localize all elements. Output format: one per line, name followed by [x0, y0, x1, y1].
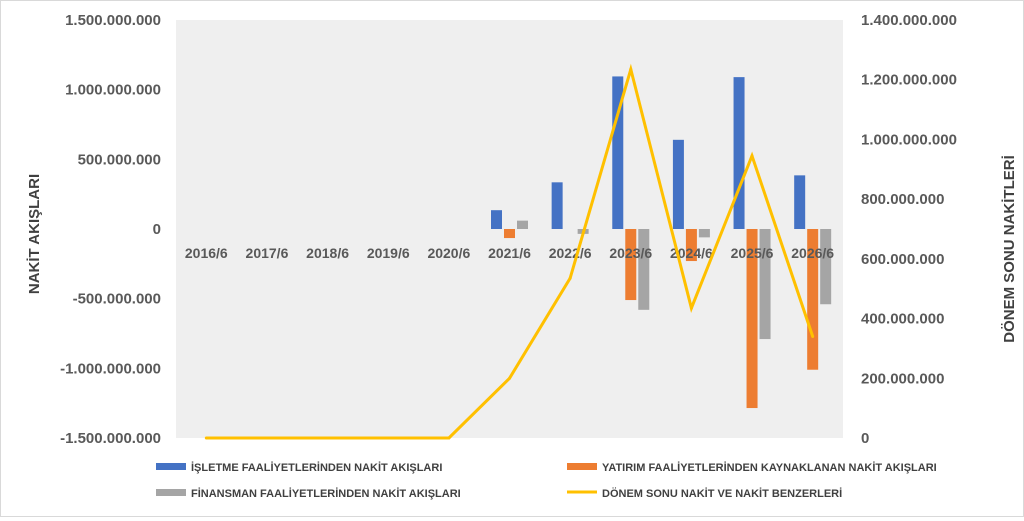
bar — [672, 139, 684, 229]
bar — [517, 220, 528, 229]
category-label: 2021/6 — [488, 245, 531, 261]
category-labels: 2016/6 2017/6 2018/6 2019/6 2020/6 2021/6 2022… — [185, 245, 834, 261]
bar — [551, 182, 563, 229]
left-tick-label: -1.000.000.000 — [60, 360, 161, 377]
legend-swatch-isletme — [156, 463, 186, 470]
left-axis-ticks: 1.500.000.000 1.000.000.000 500.000.000 0 -5… — [60, 12, 161, 447]
bar — [820, 229, 832, 305]
category-label: 2023/6 — [609, 245, 652, 261]
category-label: 2022/6 — [549, 245, 592, 261]
right-tick-label: 800.000.000 — [861, 191, 944, 208]
line-series — [204, 63, 815, 440]
left-tick-label: -1.500.000.000 — [60, 430, 161, 447]
left-tick-label: -500.000.000 — [73, 291, 161, 308]
right-tick-label: 1.200.000.000 — [861, 72, 957, 89]
legend-label-finansman: FİNANSMAN FAALİYETLERİNDEN NAKİT AKIŞLAR… — [191, 487, 461, 500]
bar — [685, 229, 697, 262]
category-label: 2020/6 — [427, 245, 470, 261]
category-label: 2026/6 — [791, 245, 834, 261]
line-point — [750, 154, 754, 158]
legend-swatch-finansman — [156, 489, 186, 496]
bar — [698, 229, 710, 238]
line-point — [386, 436, 390, 440]
line-point — [568, 276, 572, 280]
category-label: 2019/6 — [367, 245, 410, 261]
bar — [794, 175, 806, 229]
right-axis-ticks: 1.400.000.000 1.200.000.000 1.000.000.000 8… — [861, 12, 957, 447]
right-tick-label: 400.000.000 — [861, 311, 944, 328]
bar — [759, 229, 771, 340]
legend-label-yatirim: YATIRIM FAALİYETLERİNDEN KAYNAKLANAN NAK… — [602, 461, 937, 474]
left-tick-label: 500.000.000 — [78, 151, 161, 168]
bar — [746, 229, 758, 409]
bar — [625, 229, 637, 301]
legend-label-isletme: İŞLETME FAALİYETLERİNDEN NAKİT AKIŞLARI — [191, 461, 442, 474]
left-tick-label: 1.500.000.000 — [65, 12, 161, 29]
category-label: 2025/6 — [731, 245, 774, 261]
right-tick-label: 1.400.000.000 — [861, 12, 957, 29]
line-point — [629, 67, 633, 71]
line-point — [326, 436, 330, 440]
left-axis-title: NAKİT AKIŞLARI — [26, 174, 43, 294]
category-label: 2017/6 — [246, 245, 289, 261]
right-tick-label: 200.000.000 — [861, 370, 944, 387]
line-point — [265, 436, 269, 440]
category-label: 2018/6 — [306, 245, 349, 261]
right-tick-label: 600.000.000 — [861, 251, 944, 268]
bar — [638, 229, 650, 310]
line-point — [811, 334, 815, 338]
legend: İŞLETME FAALİYETLERİNDEN NAKİT AKIŞLARI … — [156, 461, 937, 500]
line-point — [204, 436, 208, 440]
line-point — [508, 376, 511, 380]
right-tick-label: 0 — [861, 430, 869, 447]
right-tick-label: 1.000.000.000 — [861, 131, 957, 148]
bar-series — [491, 76, 832, 409]
bar — [504, 229, 515, 239]
bar — [807, 229, 819, 370]
left-tick-label: 0 — [153, 221, 161, 238]
line-point — [447, 436, 451, 440]
category-label: 2016/6 — [185, 245, 228, 261]
legend-label-donem-sonu: DÖNEM SONU NAKİT VE NAKİT BENZERLERİ — [602, 487, 842, 500]
bar — [491, 210, 502, 229]
legend-swatch-yatirim — [567, 463, 597, 470]
right-axis-title: DÖNEM SONU NAKİTLERİ — [1001, 155, 1018, 343]
category-label: 2024/6 — [670, 245, 713, 261]
bar — [612, 76, 624, 230]
line-point — [689, 306, 693, 310]
left-tick-label: 1.000.000.000 — [65, 82, 161, 99]
bar — [733, 77, 745, 229]
